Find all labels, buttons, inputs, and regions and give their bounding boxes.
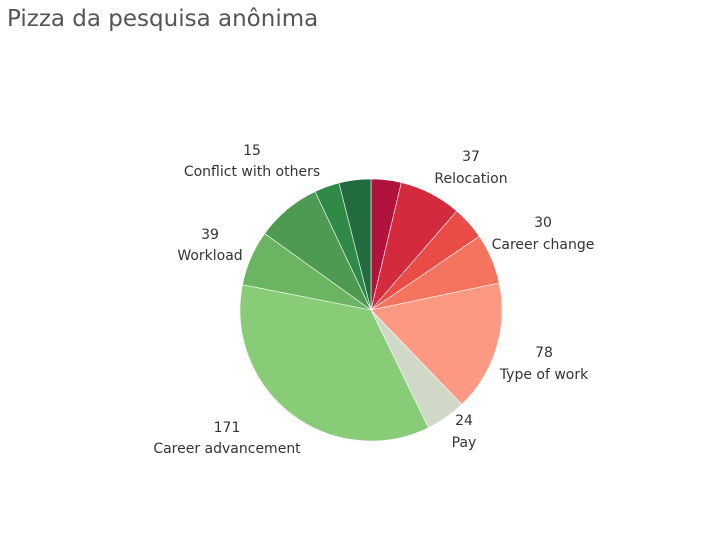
slice-category-label: Career change (492, 237, 595, 253)
slice-value-label: 24 (455, 413, 473, 429)
pie-slices (239, 178, 503, 442)
slice-category-label: Pay (452, 435, 477, 451)
slice-category-label: Type of work (499, 367, 589, 383)
slice-value-label: 39 (201, 227, 219, 243)
slice-category-label: Career advancement (153, 441, 301, 457)
slice-value-label: 30 (534, 215, 552, 231)
pie-slice (370, 282, 503, 405)
pie-slice (239, 284, 429, 442)
slice-category-label: Conflict with others (184, 164, 320, 180)
slice-value-label: 78 (535, 345, 553, 361)
slice-value-label: 37 (462, 149, 480, 165)
slice-value-label: 15 (243, 143, 261, 159)
chart-title: Pizza da pesquisa anônima (7, 6, 319, 32)
slice-value-label: 171 (214, 420, 241, 436)
pie-labels: 37 Relocation 30 Career change 78 Type of wor… (153, 143, 594, 457)
slice-category-label: Workload (177, 248, 242, 264)
slice-category-label: Relocation (434, 171, 507, 187)
pie-slice (338, 178, 372, 311)
